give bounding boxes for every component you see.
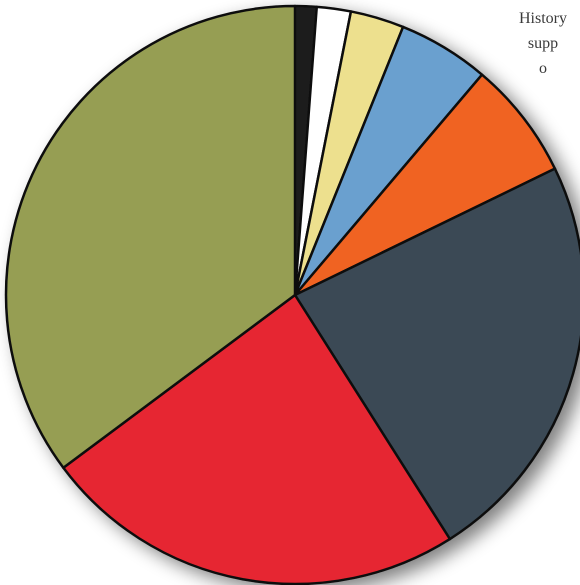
pie-slices (4, 4, 580, 585)
pie-slice-orange (293, 73, 557, 297)
pie-slice-red (62, 293, 452, 585)
pie-slice-slate (293, 167, 580, 541)
pie-slice-olive (4, 4, 297, 470)
